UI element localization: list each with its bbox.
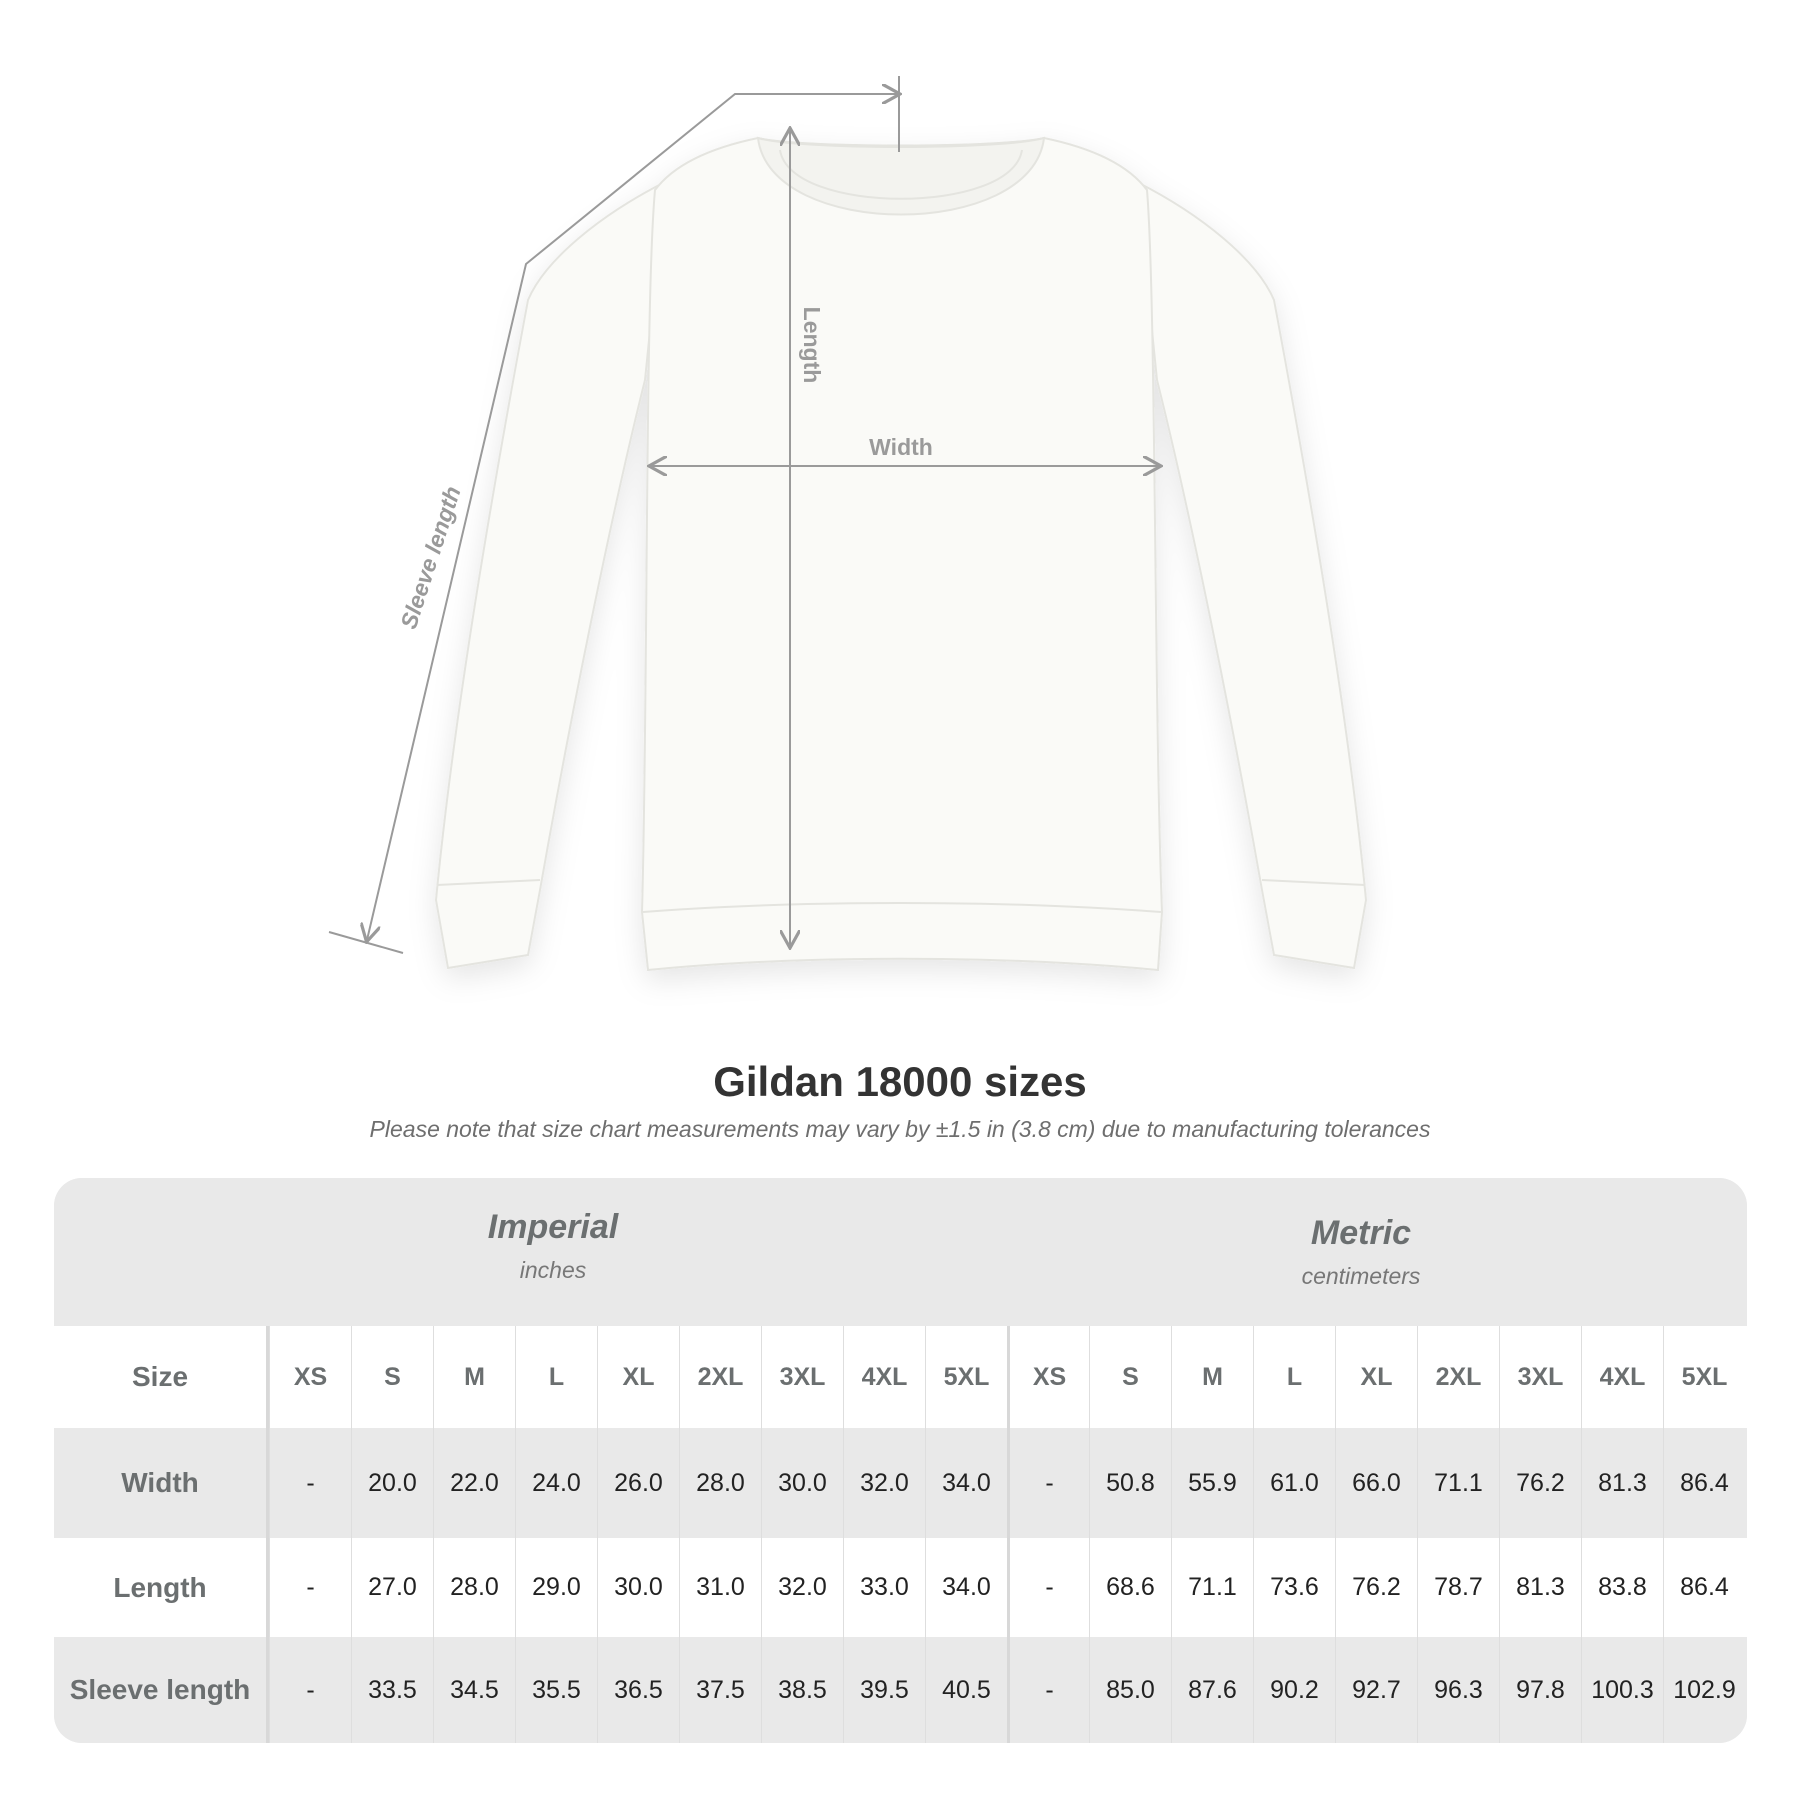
metric-value: 66.0 [1335, 1428, 1417, 1538]
imperial-value: 30.0 [597, 1538, 679, 1637]
metric-size-header: 5XL [1663, 1326, 1745, 1428]
imperial-value: 24.0 [515, 1428, 597, 1538]
imperial-value: 34.0 [925, 1538, 1007, 1637]
imperial-value: 32.0 [843, 1428, 925, 1538]
metric-value: 81.3 [1499, 1538, 1581, 1637]
metric-size-header: XS [1007, 1326, 1089, 1428]
metric-size-header: L [1253, 1326, 1335, 1428]
metric-unit: centimeters [1301, 1263, 1421, 1289]
imperial-size-header: XS [269, 1326, 351, 1428]
metric-value: 97.8 [1499, 1637, 1581, 1743]
metric-value: 86.4 [1663, 1538, 1745, 1637]
metric-value: 76.2 [1335, 1538, 1417, 1637]
tolerance-note: Please note that size chart measurements… [369, 1116, 1431, 1142]
sleeve-line [367, 94, 898, 940]
imperial-size-header: 4XL [843, 1326, 925, 1428]
metric-value: 73.6 [1253, 1538, 1335, 1637]
imperial-value: - [269, 1538, 351, 1637]
metric-size-header: 3XL [1499, 1326, 1581, 1428]
imperial-value: 26.0 [597, 1428, 679, 1538]
metric-value: 78.7 [1417, 1538, 1499, 1637]
imperial-value: 27.0 [351, 1538, 433, 1637]
metric-value: - [1007, 1637, 1089, 1743]
length-label: Length [799, 307, 825, 384]
metric-value: 55.9 [1171, 1428, 1253, 1538]
imperial-value: 38.5 [761, 1637, 843, 1743]
metric-value: 83.8 [1581, 1538, 1663, 1637]
sweatshirt-diagram: Length Width Sleeve length [328, 76, 1368, 972]
metric-value: 81.3 [1581, 1428, 1663, 1538]
table-row-size: Size XS S M L XL 2XL 3XL 4XL 5XL XS S M L XL 2XL 3XL 4XL 5… [54, 1326, 1747, 1428]
imperial-value: 28.0 [679, 1428, 761, 1538]
imperial-header: Imperial inches [303, 1208, 803, 1284]
metric-value: 71.1 [1171, 1538, 1253, 1637]
table-header-band: Imperial inches Metric centimeters [54, 1178, 1747, 1326]
imperial-value: - [269, 1428, 351, 1538]
metric-value: 86.4 [1663, 1428, 1745, 1538]
imperial-title: Imperial [487, 1208, 619, 1246]
row-label: Size [54, 1326, 269, 1428]
imperial-value: 30.0 [761, 1428, 843, 1538]
table-row-length: Length -27.0 28.0 29.0 30.0 31.0 32.0 33.0 34.0-… [54, 1538, 1747, 1637]
metric-size-header: 2XL [1417, 1326, 1499, 1428]
imperial-value: 35.5 [515, 1637, 597, 1743]
metric-value: 87.6 [1171, 1637, 1253, 1743]
imperial-value: - [269, 1637, 351, 1743]
metric-value: 68.6 [1089, 1538, 1171, 1637]
metric-value: 92.7 [1335, 1637, 1417, 1743]
table-row-sleeve-length: Sleeve length -33.5 34.5 35.5 36.5 37.5 38.5 39… [54, 1637, 1747, 1743]
imperial-size-header: S [351, 1326, 433, 1428]
metric-value: - [1007, 1538, 1089, 1637]
imperial-unit: inches [519, 1257, 587, 1283]
imperial-value: 37.5 [679, 1637, 761, 1743]
imperial-value: 39.5 [843, 1637, 925, 1743]
imperial-size-header: 5XL [925, 1326, 1007, 1428]
table-row-width: Width -20.0 22.0 24.0 26.0 28.0 30.0 32.0 34.0-5… [54, 1428, 1747, 1538]
metric-size-header: S [1089, 1326, 1171, 1428]
size-chart-table: Imperial inches Metric centimeters Size X… [54, 1178, 1747, 1743]
sleeve-length-label: Sleeve length [395, 483, 466, 632]
imperial-value: 40.5 [925, 1637, 1007, 1743]
imperial-value: 29.0 [515, 1538, 597, 1637]
width-label: Width [869, 434, 933, 460]
imperial-value: 36.5 [597, 1637, 679, 1743]
imperial-value: 33.5 [351, 1637, 433, 1743]
metric-value: 85.0 [1089, 1637, 1171, 1743]
measurement-lines [328, 76, 1159, 954]
imperial-value: 32.0 [761, 1538, 843, 1637]
imperial-size-header: M [433, 1326, 515, 1428]
imperial-value: 34.0 [925, 1428, 1007, 1538]
metric-value: 96.3 [1417, 1637, 1499, 1743]
metric-value: 50.8 [1089, 1428, 1171, 1538]
imperial-value: 22.0 [433, 1428, 515, 1538]
metric-value: 100.3 [1581, 1637, 1663, 1743]
imperial-value: 20.0 [351, 1428, 433, 1538]
imperial-size-header: 3XL [761, 1326, 843, 1428]
metric-header: Metric centimeters [1111, 1214, 1611, 1290]
metric-size-header: 4XL [1581, 1326, 1663, 1428]
metric-value: 71.1 [1417, 1428, 1499, 1538]
metric-value: - [1007, 1428, 1089, 1538]
metric-value: 61.0 [1253, 1428, 1335, 1538]
metric-size-header: M [1171, 1326, 1253, 1428]
sweatshirt-image [434, 136, 1368, 972]
imperial-value: 28.0 [433, 1538, 515, 1637]
row-label: Length [54, 1538, 269, 1637]
metric-value: 90.2 [1253, 1637, 1335, 1743]
imperial-value: 31.0 [679, 1538, 761, 1637]
page-title: Gildan 18000 sizes [713, 1058, 1087, 1105]
metric-value: 76.2 [1499, 1428, 1581, 1538]
imperial-size-header: XL [597, 1326, 679, 1428]
imperial-value: 33.0 [843, 1538, 925, 1637]
row-label: Width [54, 1428, 269, 1538]
metric-size-header: XL [1335, 1326, 1417, 1428]
metric-value: 102.9 [1663, 1637, 1745, 1743]
row-label: Sleeve length [54, 1637, 269, 1743]
metric-title: Metric [1310, 1214, 1412, 1252]
imperial-size-header: L [515, 1326, 597, 1428]
imperial-value: 34.5 [433, 1637, 515, 1743]
imperial-size-header: 2XL [679, 1326, 761, 1428]
